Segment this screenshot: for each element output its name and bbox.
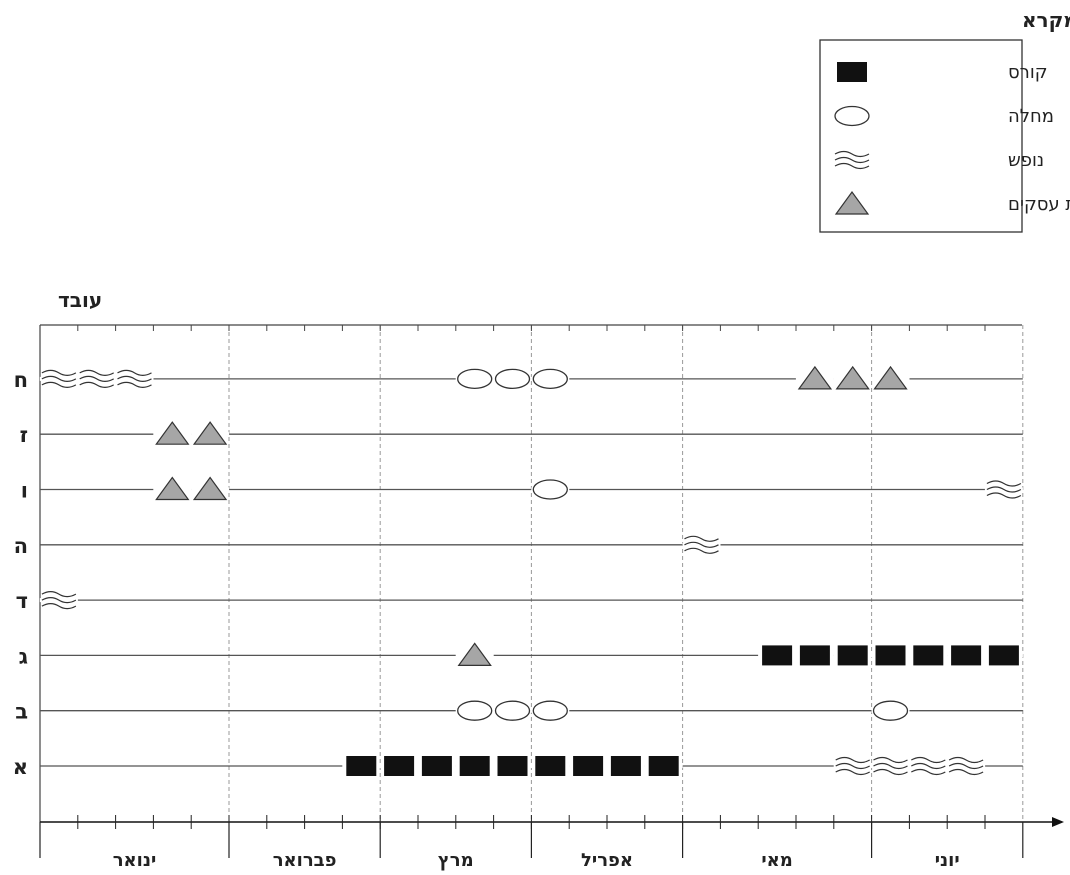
- mark-sick: [493, 700, 532, 721]
- legend-label-vacation: נופש: [1008, 150, 1044, 171]
- mark-course: [342, 756, 381, 776]
- month-label: יוני: [935, 850, 960, 871]
- legend-label-trip: נסיעת עסקים: [1008, 194, 1070, 215]
- legend-item-trip: נסיעת עסקים: [834, 190, 1070, 215]
- employee-label: ו: [21, 479, 28, 503]
- mark-vacation: [833, 756, 872, 776]
- legend-item-course: קורס: [837, 62, 1048, 83]
- employee-label: ד: [16, 589, 28, 613]
- mark-vacation: [871, 756, 910, 776]
- legend-item-vacation: נופש: [834, 150, 1044, 171]
- y-axis-title: עובד: [58, 288, 102, 312]
- month-label: מאי: [761, 850, 792, 871]
- legend-symbol-sick: [834, 105, 870, 127]
- mark-trip: [191, 421, 230, 445]
- employee-label: ג: [19, 644, 28, 668]
- mark-vacation: [39, 369, 78, 388]
- mark-course: [909, 645, 948, 666]
- mark-sick: [531, 479, 570, 500]
- mark-trip: [833, 365, 872, 390]
- mark-course: [833, 645, 872, 666]
- mark-vacation: [115, 369, 154, 388]
- mark-course: [984, 645, 1023, 666]
- mark-vacation: [77, 369, 116, 388]
- mark-course: [947, 645, 986, 666]
- employee-label: ח: [14, 368, 28, 392]
- mark-sick: [455, 700, 494, 721]
- legend: מקרא קורס מחלה נופש נסיעת עסקים: [819, 8, 1070, 233]
- mark-course: [606, 756, 645, 776]
- legend-symbol-course: [837, 62, 867, 82]
- mark-course: [758, 645, 797, 666]
- mark-sick: [455, 368, 494, 390]
- mark-course: [569, 756, 608, 776]
- mark-trip: [871, 365, 910, 390]
- month-label: אפריל: [581, 850, 633, 871]
- mark-trip: [153, 421, 192, 445]
- mark-vacation: [39, 591, 78, 610]
- month-label: ינואר: [113, 850, 157, 871]
- mark-vacation: [682, 535, 721, 554]
- mark-trip: [191, 476, 230, 501]
- employee-label: ב: [15, 700, 28, 724]
- mark-course: [455, 756, 494, 776]
- mark-sick: [871, 700, 910, 721]
- mark-sick: [493, 368, 532, 390]
- mark-course: [871, 645, 910, 666]
- mark-sick: [531, 368, 570, 390]
- mark-trip: [795, 365, 834, 390]
- legend-title: מקרא: [1022, 8, 1070, 32]
- legend-item-sick: מחלה: [834, 105, 1054, 127]
- employee-label: ז: [20, 423, 28, 447]
- mark-vacation: [909, 756, 948, 776]
- mark-course: [795, 645, 834, 666]
- mark-course: [417, 756, 456, 776]
- employee-label: ה: [14, 534, 28, 558]
- mark-course: [380, 756, 419, 776]
- mark-course: [644, 756, 683, 776]
- mark-course: [531, 756, 570, 776]
- legend-label-sick: מחלה: [1008, 106, 1054, 127]
- month-label: פברואר: [273, 850, 337, 871]
- mark-trip: [153, 476, 192, 501]
- mark-course: [493, 756, 532, 776]
- legend-label-course: קורס: [1008, 62, 1048, 83]
- mark-vacation: [947, 756, 986, 776]
- mark-trip: [455, 642, 494, 667]
- employee-label: א: [13, 755, 28, 779]
- mark-vacation: [984, 480, 1023, 499]
- legend-symbol-trip: [834, 190, 870, 215]
- month-label: מרץ: [438, 850, 474, 871]
- legend-symbol-vacation: [834, 150, 870, 170]
- mark-sick: [531, 700, 570, 721]
